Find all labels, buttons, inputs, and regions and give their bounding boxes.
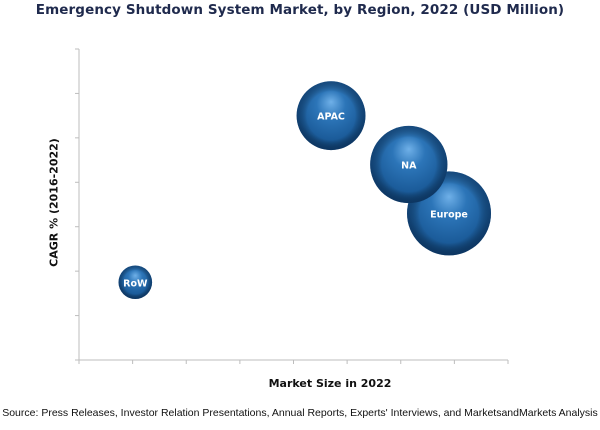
bubble-apac: APAC (296, 81, 366, 151)
bubbles: RoW APAC Europe NA (118, 81, 492, 300)
axes (75, 48, 509, 364)
bubble-label: APAC (317, 112, 345, 123)
bubble-label: Europe (430, 209, 468, 220)
bubble-na: NA (370, 125, 448, 204)
bubble-label: RoW (123, 278, 148, 289)
source-note: Source: Press Releases, Investor Relatio… (2, 407, 598, 419)
bubble-shade (118, 265, 153, 300)
bubble-shade (370, 125, 448, 204)
bubble-row: RoW (118, 265, 153, 300)
chart-title: Emergency Shutdown System Market, by Reg… (35, 2, 565, 18)
bubble-shade (296, 81, 366, 151)
x-axis-label: Market Size in 2022 (268, 377, 392, 390)
bubble-label: NA (401, 161, 417, 172)
